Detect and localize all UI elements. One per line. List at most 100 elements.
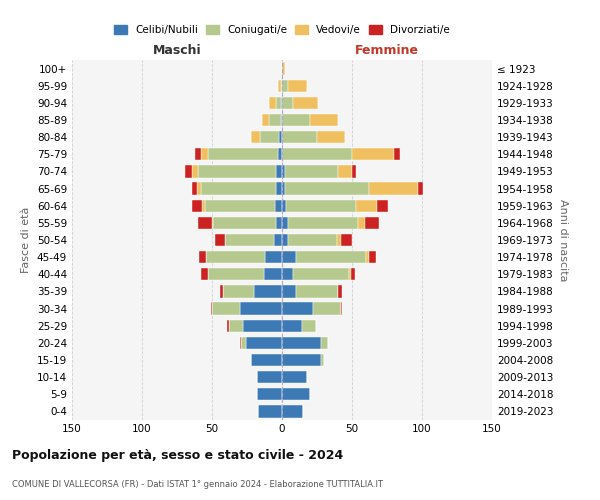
Bar [193,200,202,212]
Bar [282,371,307,384]
Bar [205,200,275,212]
Bar [296,251,366,264]
Bar [313,302,341,314]
Bar [257,388,282,400]
Bar [282,268,293,280]
Bar [350,268,355,280]
Bar [199,251,206,264]
Bar [341,302,342,314]
Bar [352,148,394,160]
Y-axis label: Fasce di età: Fasce di età [22,207,31,273]
Bar [277,96,281,109]
Bar [282,96,293,109]
Bar [193,166,198,177]
Bar [338,166,352,177]
Bar [296,286,338,298]
Bar [202,200,205,212]
Bar [206,251,265,264]
Bar [282,302,313,314]
Bar [282,80,287,92]
Bar [278,148,282,160]
Bar [260,131,279,143]
Bar [220,286,223,298]
Bar [241,336,245,349]
Bar [197,182,201,194]
Bar [282,388,310,400]
Bar [369,182,418,194]
Bar [282,354,321,366]
Bar [185,166,193,177]
Bar [265,251,282,264]
Bar [394,148,400,160]
Bar [274,234,282,246]
Bar [262,114,269,126]
Bar [278,80,281,92]
Bar [254,286,282,298]
Bar [264,268,282,280]
Bar [358,216,365,229]
Bar [269,114,281,126]
Text: Femmine: Femmine [355,44,419,57]
Bar [281,80,282,92]
Bar [281,96,282,109]
Bar [201,182,277,194]
Bar [208,148,278,160]
Bar [286,200,356,212]
Bar [195,148,201,160]
Text: COMUNE DI VALLECORSA (FR) - Dati ISTAT 1° gennaio 2024 - Elaborazione TUTTITALIA: COMUNE DI VALLECORSA (FR) - Dati ISTAT 1… [12,480,383,489]
Bar [282,336,321,349]
Bar [212,302,240,314]
Bar [201,268,208,280]
Bar [317,131,345,143]
Bar [277,216,282,229]
Bar [245,336,282,349]
Bar [282,200,286,212]
Bar [377,200,388,212]
Bar [282,148,352,160]
Bar [240,336,241,349]
Text: Maschi: Maschi [152,44,202,57]
Bar [282,131,317,143]
Bar [287,216,358,229]
Bar [229,320,243,332]
Bar [369,251,376,264]
Bar [201,148,208,160]
Bar [293,268,349,280]
Bar [240,302,282,314]
Legend: Celibi/Nubili, Coniugati/e, Vedovi/e, Divorziati/e: Celibi/Nubili, Coniugati/e, Vedovi/e, Di… [111,22,453,38]
Bar [356,200,377,212]
Bar [277,166,282,177]
Bar [257,371,282,384]
Bar [321,336,328,349]
Bar [418,182,424,194]
Bar [251,354,282,366]
Bar [198,216,212,229]
Bar [287,234,337,246]
Bar [285,166,338,177]
Bar [198,166,277,177]
Bar [282,320,302,332]
Bar [223,286,254,298]
Bar [282,251,296,264]
Bar [310,114,338,126]
Bar [349,268,350,280]
Bar [251,131,260,143]
Bar [341,234,352,246]
Bar [224,234,274,246]
Bar [338,286,342,298]
Bar [302,320,316,332]
Bar [214,216,277,229]
Bar [321,354,324,366]
Bar [285,182,369,194]
Bar [282,166,285,177]
Bar [269,96,277,109]
Y-axis label: Anni di nascita: Anni di nascita [557,198,568,281]
Bar [258,406,282,417]
Bar [352,166,356,177]
Bar [365,216,379,229]
Bar [243,320,282,332]
Bar [282,286,296,298]
Bar [211,302,212,314]
Bar [281,114,282,126]
Bar [277,182,282,194]
